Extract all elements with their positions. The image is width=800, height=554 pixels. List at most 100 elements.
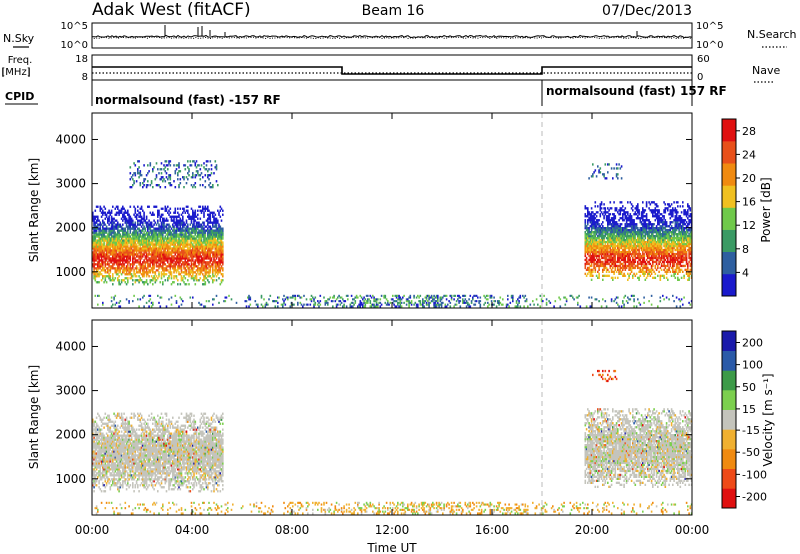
power-echo-cell xyxy=(219,247,222,250)
power-echo-cell xyxy=(138,223,140,226)
power-echo-cell xyxy=(623,250,625,254)
power-echo-cell xyxy=(687,262,689,266)
power-echo-cell xyxy=(622,229,624,232)
power-echo-cell xyxy=(215,249,218,252)
power-echo-cell xyxy=(673,227,675,230)
power-echo-cell xyxy=(130,273,133,276)
power-echo-cell xyxy=(187,243,189,246)
power-echo-cell xyxy=(665,231,668,234)
power-echo-cell xyxy=(177,247,179,250)
power-echo-cell xyxy=(212,233,214,236)
power-echo-cell xyxy=(93,265,95,268)
power-echo-cell xyxy=(178,247,180,250)
power-echo-cell xyxy=(664,252,667,256)
power-echo-cell xyxy=(103,267,105,270)
power-echo-cell xyxy=(635,239,638,242)
power-echo-cell xyxy=(669,231,672,234)
power-echo-cell xyxy=(595,239,598,242)
power-echo-cell xyxy=(207,247,209,250)
power-echo-cell xyxy=(200,225,203,228)
power-echo-cell xyxy=(660,237,663,240)
power-echo-cell xyxy=(602,242,604,246)
power-echo-cell xyxy=(113,239,115,242)
power-echo-cell xyxy=(663,215,665,218)
power-echo-cell xyxy=(92,253,94,256)
power-echo-cell xyxy=(148,237,150,240)
power-echo-cell xyxy=(613,246,615,250)
power-echo-cell xyxy=(639,254,642,258)
power-echo-cell xyxy=(624,266,627,270)
power-echo-cell xyxy=(665,223,668,226)
power-echo-cell xyxy=(157,269,159,272)
power-echo-cell xyxy=(603,268,605,271)
power-echo-cell xyxy=(130,223,133,226)
power-echo-cell xyxy=(607,258,609,262)
power-echo-cell xyxy=(609,223,612,226)
power-echo-cell xyxy=(219,251,222,254)
power-echo-cell xyxy=(614,235,617,238)
power-echo-cell xyxy=(179,233,182,236)
power-echo-cell xyxy=(102,237,104,240)
power-echo-cell xyxy=(158,241,160,244)
power-echo-cell xyxy=(130,251,133,254)
power-echo-cell xyxy=(122,215,124,218)
power-echo-cell xyxy=(222,227,224,230)
power-echo-cell xyxy=(589,268,592,271)
power-echo-cell xyxy=(142,209,144,212)
power-echo-cell xyxy=(189,223,192,226)
power-echo-cell xyxy=(200,243,203,246)
power-echo-cell xyxy=(135,245,138,248)
power-echo-cell xyxy=(615,250,618,254)
power-echo-cell xyxy=(589,215,592,218)
power-echo-cell xyxy=(179,223,182,226)
power-echo-cell xyxy=(218,251,220,254)
power-echo-cell xyxy=(657,244,659,248)
power-echo-cell xyxy=(600,250,603,254)
power-echo-cell xyxy=(659,252,662,256)
power-echo-cell xyxy=(188,213,190,216)
power-echo-cell xyxy=(154,243,157,246)
power-echo-cell xyxy=(644,248,647,252)
power-echo-cell xyxy=(592,215,594,218)
power-echo-cell xyxy=(608,215,610,218)
power-echo-cell xyxy=(614,207,617,210)
power-echo-cell xyxy=(113,261,115,264)
power-echo-cell xyxy=(645,258,648,262)
power-echo-cell xyxy=(118,245,120,248)
power-echo-cell xyxy=(613,229,615,232)
power-echo-cell xyxy=(593,221,595,224)
power-echo-cell xyxy=(623,227,625,230)
power-echo-cell xyxy=(167,239,169,242)
power-echo-cell xyxy=(670,274,673,277)
power-echo-cell xyxy=(219,259,222,262)
power-echo-cell xyxy=(638,209,640,212)
power-echo-cell xyxy=(590,268,593,271)
power-echo-cell xyxy=(647,266,649,270)
power-echo-cell xyxy=(147,267,149,270)
power-echo-cell xyxy=(637,256,639,260)
power-echo-cell xyxy=(95,215,98,218)
power-echo-cell xyxy=(620,270,623,273)
power-echo-cell xyxy=(150,275,153,278)
power-echo-cell xyxy=(113,235,115,238)
power-echo-cell xyxy=(119,229,122,232)
power-echo-cell xyxy=(632,219,634,222)
power-echo-cell xyxy=(112,227,114,230)
power-echo-cell xyxy=(602,239,604,242)
power-echo-cell xyxy=(112,247,114,250)
power-echo-cell xyxy=(642,239,644,242)
power-echo-cell xyxy=(142,229,144,232)
power-echo-cell xyxy=(670,266,673,270)
power-echo-cell xyxy=(100,273,103,276)
power-echo-cell xyxy=(198,273,200,276)
power-echo-cell xyxy=(97,205,99,208)
power-echo-cell xyxy=(188,267,190,270)
power-echo-cell xyxy=(168,263,170,266)
power-echo-cell xyxy=(157,221,159,224)
power-echo-cell xyxy=(157,211,159,214)
power-echo-cell xyxy=(132,275,134,278)
power-echo-cell xyxy=(608,209,610,212)
power-echo-cell xyxy=(115,223,118,226)
power-echo-cell xyxy=(179,235,182,238)
power-echo-cell xyxy=(213,219,215,222)
